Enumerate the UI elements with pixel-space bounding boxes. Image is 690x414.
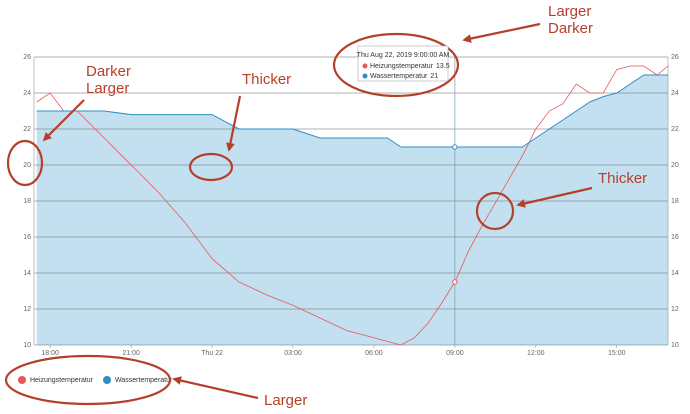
annotation-layer [4,22,593,406]
tooltip-value: 13.5 [436,63,450,70]
tooltip-point [452,279,458,285]
y-tick-label: 18 [23,198,31,205]
annotation-ellipse [332,32,460,98]
tooltip: Thu Aug 22, 2019 9:00:00 AM Heizungstemp… [357,45,450,82]
y-tick-label: 22 [23,126,31,133]
legend-swatch[interactable] [18,376,26,384]
annotation-text: Darker [86,63,131,80]
x-tick-label: 15:00 [608,350,626,357]
y-tick-label: 16 [23,234,31,241]
y-tick-label: 10 [23,342,31,349]
tooltip-name: Heizungstemperatur [370,63,434,70]
y2-tick-label: 26 [671,54,679,61]
y2-tick-label: 14 [671,270,679,277]
y-tick-label: 26 [23,54,31,61]
annotation-arrow [172,376,259,400]
x-tick-label: 09:00 [446,350,464,357]
tooltip-value: 21 [430,73,438,80]
annotation-ellipse [6,139,44,187]
legend-swatch[interactable] [103,376,112,384]
x-tick-label: 21:00 [122,350,140,357]
legend-label[interactable]: Wassertemperatur [115,377,173,384]
annotation-text: Thicker [242,71,291,88]
y-tick-label: 24 [23,90,31,97]
y2-tick-label: 24 [671,90,679,97]
y2-tick-label: 10 [671,342,679,349]
annotation-text: Larger [264,392,307,409]
annotation-arrow [516,186,593,208]
tooltip-box [357,45,449,82]
annotation-text: Darker [548,20,593,37]
legend[interactable]: Heizungstemperatur Wassertemperatur [18,376,173,384]
annotation-ellipse [4,354,172,406]
y-tick-label: 20 [23,162,31,169]
x-tick-label: 18:00 [41,350,59,357]
annotation-text: Larger [86,80,129,97]
y2-tick-label: 16 [671,234,679,241]
series-line [36,74,668,148]
y2-tick-label: 22 [671,126,679,133]
tooltip-title: Thu Aug 22, 2019 9:00:00 AM [357,52,450,59]
x-tick-label: 06:00 [365,350,383,357]
annotation-ellipse [475,191,515,231]
tooltip-swatch [362,63,368,69]
x-tick-label: Thu 22 [201,350,223,357]
annotation-arrow [42,99,85,142]
tooltip-name: Wassertemperatur [370,73,428,80]
tooltip-swatch [362,73,368,79]
y2-tick-label: 18 [671,198,679,205]
series-line [36,65,669,346]
annotation-arrow [226,95,242,152]
y2-tick-label: 12 [671,306,679,313]
annotation-ellipse [188,152,234,182]
annotation-arrow [462,22,541,43]
annotation-text: Larger [548,3,591,20]
y2-tick-label: 20 [671,162,679,169]
x-tick-label: 12:00 [527,350,545,357]
x-tick-label: 03:00 [284,350,302,357]
plot-area: 10 10 12 12 14 14 16 16 18 18 20 20 22 22 24 24 26 26 18:0… [23,54,679,357]
legend-label[interactable]: Heizungstemperatur [30,377,94,384]
annotation-text: Thicker [598,170,647,187]
tooltip-point [452,144,458,150]
area-fill [36,75,668,345]
y-tick-label: 14 [23,270,31,277]
y-tick-label: 12 [23,306,31,313]
